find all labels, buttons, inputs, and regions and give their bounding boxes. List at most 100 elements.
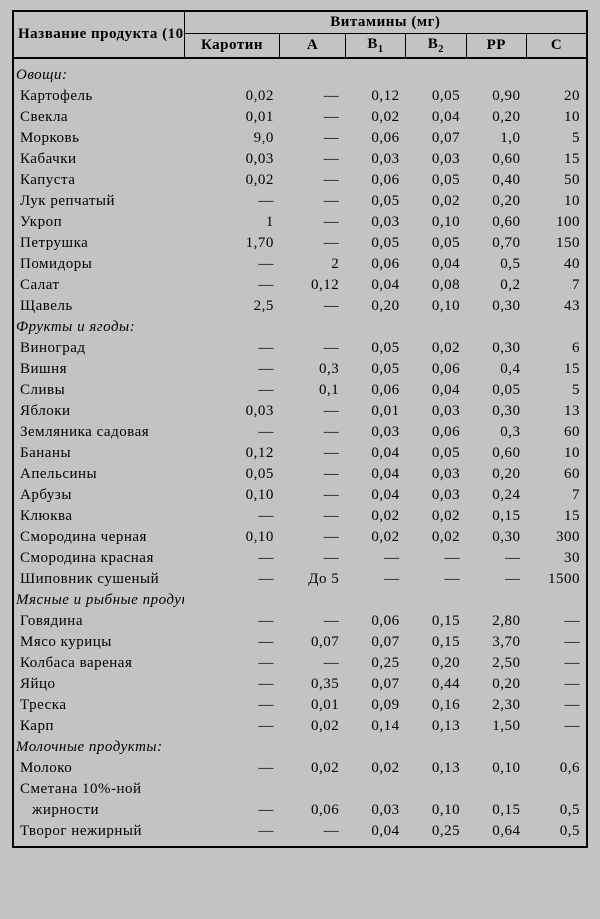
product-name: Сметана 10%-ной [13,779,184,800]
product-name: Сливы [13,380,184,401]
value-cell: 0,6 [526,758,587,779]
value-cell: 0,02 [345,107,405,128]
value-cell: — [406,569,466,590]
value-cell: — [280,296,345,317]
header-col-b1: B1 [345,34,405,59]
value-cell: 0,05 [345,191,405,212]
value-cell [345,779,405,800]
value-cell: 0,13 [406,716,466,737]
value-cell: 0,20 [466,191,526,212]
value-cell: 0,20 [466,107,526,128]
product-name: Земляника садовая [13,422,184,443]
table-row: Творог нежирный——0,040,250,640,5 [13,821,587,842]
value-cell [526,779,587,800]
product-name: жирности [13,800,184,821]
value-cell: 0,90 [466,86,526,107]
value-cell: — [280,191,345,212]
value-cell: 2 [280,254,345,275]
table-row: Мясо курицы—0,070,070,153,70— [13,632,587,653]
product-name: Колбаса вареная [13,653,184,674]
value-cell: 0,02 [184,170,280,191]
value-cell: 1 [184,212,280,233]
value-cell: 0,07 [406,128,466,149]
product-name: Смородина красная [13,548,184,569]
value-cell [526,590,587,611]
value-cell: 2,5 [184,296,280,317]
product-name: Виноград [13,338,184,359]
value-cell: 0,5 [526,821,587,842]
value-cell [184,590,280,611]
value-cell: 13 [526,401,587,422]
value-cell: — [526,716,587,737]
value-cell: 0,05 [345,359,405,380]
value-cell: 0,13 [406,758,466,779]
value-cell: — [184,611,280,632]
value-cell: 0,09 [345,695,405,716]
value-cell: — [184,674,280,695]
value-cell [280,737,345,758]
table-row: Петрушка1,70—0,050,050,70150 [13,233,587,254]
table-row: Свекла0,01—0,020,040,2010 [13,107,587,128]
section-row: Овощи: [13,65,587,86]
product-name: Арбузы [13,485,184,506]
product-name: Смородина черная [13,527,184,548]
product-name: Укроп [13,212,184,233]
table-row: Сметана 10%-ной [13,779,587,800]
value-cell: 0,06 [345,254,405,275]
product-name: Карп [13,716,184,737]
value-cell [280,779,345,800]
value-cell: 50 [526,170,587,191]
value-cell: 0,05 [406,170,466,191]
product-name: Творог нежирный [13,821,184,842]
product-name: Салат [13,275,184,296]
product-name: Шиповник сушеный [13,569,184,590]
value-cell: 0,30 [466,338,526,359]
value-cell: — [184,380,280,401]
value-cell: 0,25 [406,821,466,842]
value-cell [406,737,466,758]
value-cell: 1500 [526,569,587,590]
value-cell: 15 [526,149,587,170]
product-name: Треска [13,695,184,716]
value-cell: 5 [526,380,587,401]
value-cell: 0,30 [466,401,526,422]
value-cell: 0,60 [466,443,526,464]
value-cell: 0,12 [345,86,405,107]
value-cell: 7 [526,485,587,506]
value-cell: 7 [526,275,587,296]
value-cell: — [280,527,345,548]
value-cell: — [280,464,345,485]
table-row: Клюква——0,020,020,1515 [13,506,587,527]
value-cell: 0,14 [345,716,405,737]
value-cell: 0,06 [406,422,466,443]
table-row: Колбаса вареная——0,250,202,50— [13,653,587,674]
value-cell: 0,10 [466,758,526,779]
table-row: Лук репчатый——0,050,020,2010 [13,191,587,212]
value-cell: 0,01 [184,107,280,128]
value-cell: 0,60 [466,212,526,233]
table-row: Вишня—0,30,050,060,415 [13,359,587,380]
value-cell: 40 [526,254,587,275]
value-cell [280,65,345,86]
value-cell: — [280,485,345,506]
value-cell: 0,05 [406,233,466,254]
value-cell: 0,06 [280,800,345,821]
value-cell: — [184,254,280,275]
value-cell: — [280,506,345,527]
value-cell: — [280,653,345,674]
value-cell: 0,10 [406,800,466,821]
value-cell: 0,02 [345,527,405,548]
value-cell: 0,04 [406,254,466,275]
value-cell: 0,03 [406,149,466,170]
table-row: Смородина черная0,10—0,020,020,30300 [13,527,587,548]
value-cell [526,65,587,86]
value-cell: 0,64 [466,821,526,842]
value-cell: — [280,338,345,359]
value-cell: — [345,548,405,569]
value-cell: 0,03 [406,401,466,422]
value-cell: 0,3 [466,422,526,443]
value-cell: 1,70 [184,233,280,254]
table-row: Сливы—0,10,060,040,055 [13,380,587,401]
value-cell [280,317,345,338]
section-label: Мясные и рыбные продукты: [13,590,184,611]
